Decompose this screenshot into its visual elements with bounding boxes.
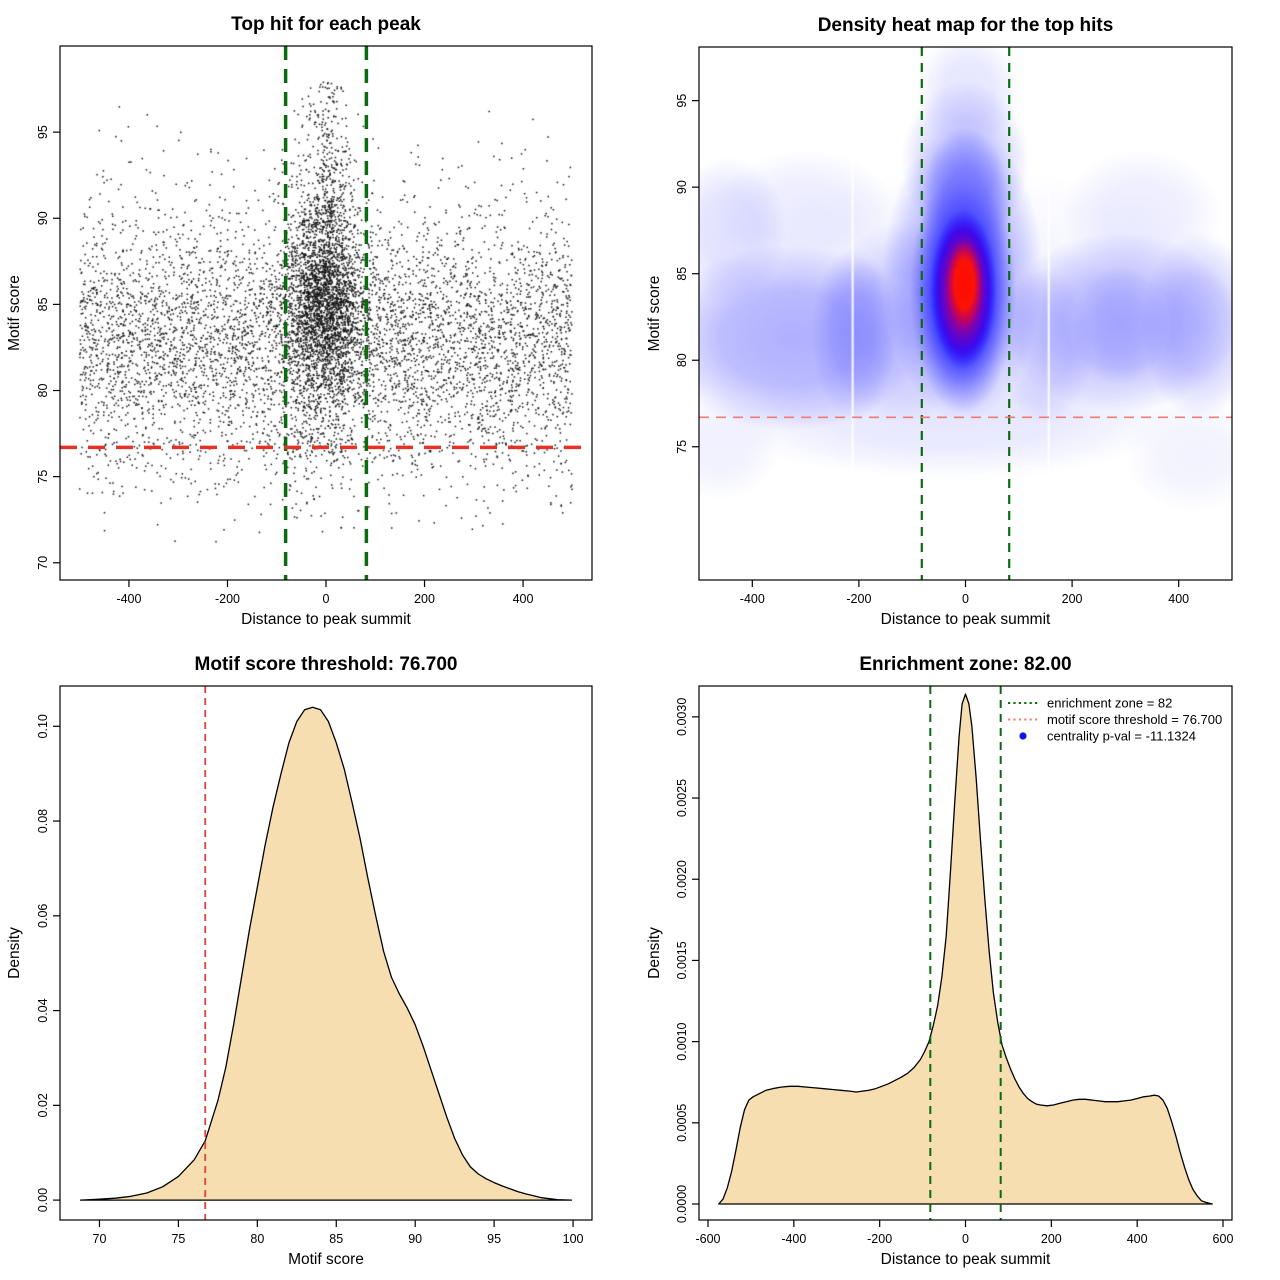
panel-scatter-top-hits: Top hit for each peak -400 -200 0 200 400 70 75… (0, 0, 640, 640)
plot-title: Top hit for each peak (231, 14, 421, 35)
plot-border (59, 45, 593, 581)
y-tick-label: 75 (36, 470, 50, 484)
x-tick-label: -600 (695, 1232, 720, 1246)
x-tick-label: 75 (171, 1232, 185, 1246)
y-tick-label: 95 (675, 94, 689, 108)
x-axis-label: Distance to peak summit (881, 611, 1051, 628)
x-tick-label: -400 (740, 592, 765, 606)
y-tick-label: 0.02 (36, 1093, 50, 1117)
plot-border (698, 46, 1233, 581)
density-curve (718, 693, 1213, 1205)
y-tick-label: 90 (36, 211, 50, 225)
y-tick-label: 0.00 (36, 1188, 50, 1212)
y-tick-label: 85 (675, 267, 689, 281)
y-tick-label: 90 (675, 180, 689, 194)
y-tick-label: 0.0025 (675, 779, 689, 817)
density-curve (79, 706, 573, 1201)
x-tick-label: 0 (323, 592, 330, 606)
plot-title: Density heat map for the top hits (818, 15, 1114, 36)
x-tick-label: 200 (1062, 592, 1083, 606)
legend-label: centrality p-val = -11.1324 (1047, 729, 1196, 744)
legend-marker-point (1019, 732, 1027, 740)
scatter-axes-svg: Top hit for each peak -400 -200 0 200 400 70 75… (6, 14, 593, 628)
legend-label: motif score threshold = 76.700 (1047, 712, 1222, 727)
y-tick-label: 0.0015 (675, 941, 689, 979)
x-tick-label: -400 (781, 1232, 806, 1246)
x-tick-label: 85 (329, 1232, 343, 1246)
y-tick-label: 80 (675, 353, 689, 367)
x-tick-label: 70 (93, 1232, 107, 1246)
x-tick-label: 100 (563, 1232, 584, 1246)
y-tick-label: 95 (36, 125, 50, 139)
heatmap-axes-svg: Density heat map for the top hits -400 -20… (646, 15, 1233, 628)
x-axis-label: Motif score (288, 1251, 364, 1268)
x-axis-label: Distance to peak summit (881, 1251, 1051, 1268)
x-tick-label: -200 (867, 1232, 892, 1246)
panel-distance-density: enrichment zone = 82 motif score threshol… (640, 640, 1280, 1280)
y-tick-label: 80 (36, 384, 50, 398)
x-tick-label: 400 (1168, 592, 1189, 606)
scatter-points-canvas (60, 46, 592, 580)
density-plot-svg: Motif score threshold: 76.700 70 75 80 85 90 9… (6, 654, 593, 1268)
y-tick-label: 0.06 (36, 904, 50, 928)
x-tick-label: -400 (116, 592, 141, 606)
x-tick-label: 95 (487, 1232, 501, 1246)
y-tick-label: 0.0020 (675, 860, 689, 898)
x-tick-label: 400 (513, 592, 534, 606)
y-tick-label: 70 (36, 556, 50, 570)
y-tick-label: 85 (36, 297, 50, 311)
heatmap-canvas (699, 47, 1232, 580)
x-axis-label: Distance to peak summit (241, 611, 411, 628)
y-tick-label: 0.04 (36, 998, 50, 1022)
x-tick-label: 200 (1041, 1232, 1062, 1246)
legend-label: enrichment zone = 82 (1047, 696, 1172, 711)
x-tick-label: -200 (846, 592, 871, 606)
y-tick-label: 0.0010 (675, 1022, 689, 1060)
x-tick-label: 600 (1213, 1232, 1234, 1246)
y-axis-label: Density (6, 927, 23, 979)
y-axis-label: Motif score (6, 275, 23, 351)
x-tick-label: 90 (408, 1232, 422, 1246)
plot-title: Motif score threshold: 76.700 (195, 654, 458, 675)
y-tick-label: 0.0005 (675, 1104, 689, 1142)
plot-border (698, 685, 1233, 1221)
y-axis-label: Motif score (646, 276, 663, 352)
y-tick-label: 75 (675, 440, 689, 454)
panel-motif-score-density: Motif score threshold: 76.700 70 75 80 85 90 9… (0, 640, 640, 1280)
x-tick-label: 200 (414, 592, 435, 606)
plot-title: Enrichment zone: 82.00 (859, 654, 1071, 675)
panel-density-heatmap: Density heat map for the top hits -400 -20… (640, 0, 1280, 640)
x-tick-label: -200 (215, 592, 240, 606)
y-tick-label: 0.10 (36, 714, 50, 738)
y-tick-label: 0.0030 (675, 698, 689, 736)
plot-border (59, 685, 593, 1221)
x-tick-label: 80 (250, 1232, 264, 1246)
x-tick-label: 0 (962, 1232, 969, 1246)
x-tick-label: 0 (962, 592, 969, 606)
y-tick-label: 0.0000 (675, 1185, 689, 1223)
x-tick-label: 400 (1127, 1232, 1148, 1246)
y-tick-label: 0.08 (36, 809, 50, 833)
y-axis-label: Density (646, 927, 663, 979)
